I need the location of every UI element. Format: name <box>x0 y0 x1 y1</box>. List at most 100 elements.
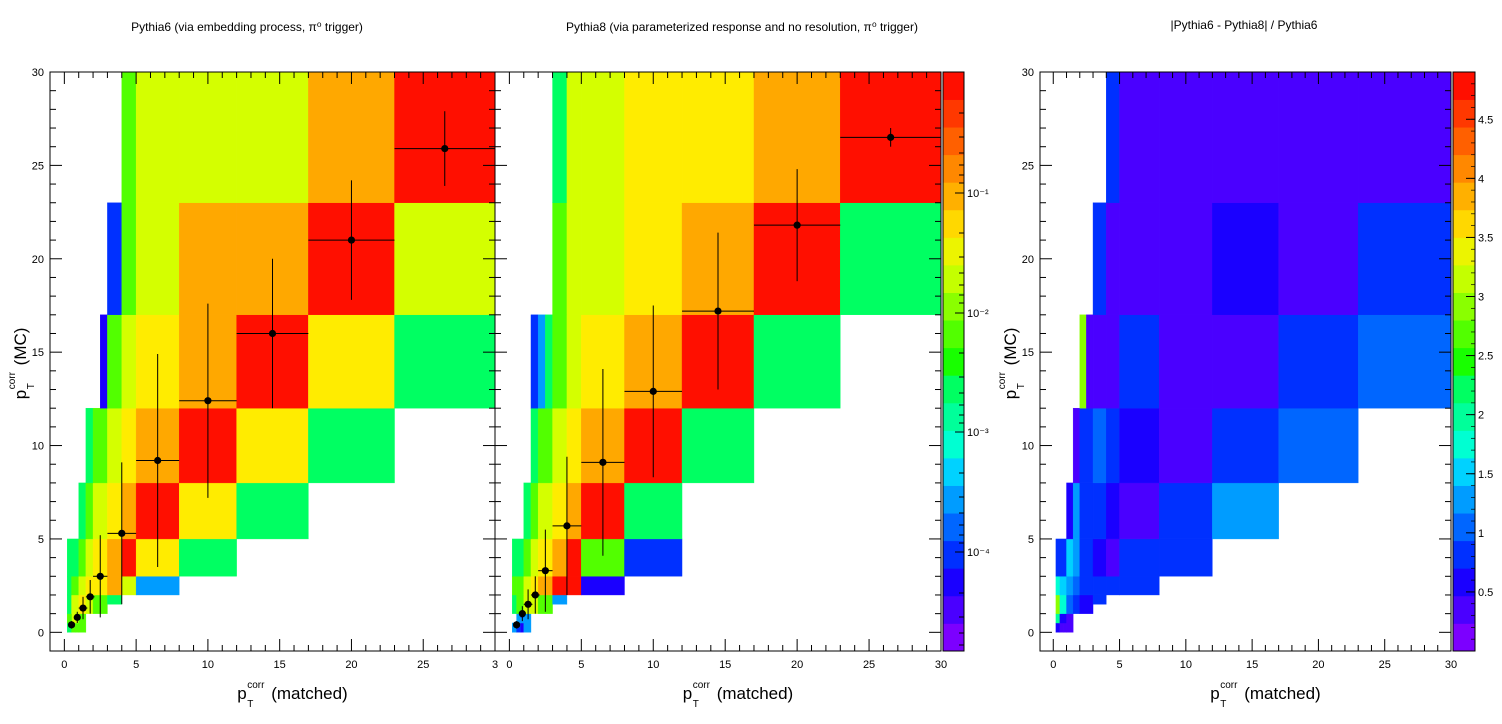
colorbar-label: 1.5 <box>1478 469 1493 481</box>
colorbar-segment <box>1453 568 1475 597</box>
heatmap-cell <box>1278 314 1359 409</box>
x-tick-label: 5 <box>133 659 139 671</box>
heatmap-cell <box>394 202 496 316</box>
colorbar-label: 2 <box>1478 410 1484 422</box>
x-axis-label-sup: corr <box>1220 680 1238 691</box>
heatmap-cell <box>1066 482 1074 540</box>
heatmap-cell <box>624 71 683 203</box>
x-tick-label: 10 <box>647 659 659 671</box>
heatmap-cell <box>394 314 496 409</box>
colorbar-label: 0.5 <box>1478 587 1493 599</box>
heatmap-cell <box>1092 482 1107 540</box>
data-point <box>308 180 395 300</box>
point-marker <box>793 221 801 229</box>
heatmap-cell <box>552 314 568 409</box>
x-tick-label: 15 <box>1246 659 1258 671</box>
heatmap-cell <box>1059 622 1065 633</box>
heatmap-cell <box>1055 576 1061 596</box>
heatmap-cell <box>1106 202 1120 316</box>
colorbar-segment <box>943 623 964 652</box>
x-axis-label-sub: T <box>693 699 699 710</box>
heatmap-cell <box>681 71 755 203</box>
heatmap-cell <box>121 576 137 596</box>
colorbar-label: 3 <box>1478 292 1484 304</box>
colorbar-label: 10⁻² <box>967 308 989 320</box>
heatmap-cell <box>67 538 79 577</box>
plot-frame <box>1039 71 1452 652</box>
heatmap-cell <box>85 538 94 577</box>
point-marker <box>518 610 526 618</box>
heatmap-cell <box>178 202 237 316</box>
colorbar-segment <box>943 485 964 514</box>
colorbar-segment <box>943 540 964 569</box>
plot-frame <box>494 71 942 652</box>
colorbar-segment <box>943 265 964 293</box>
chart-title: Pythia8 (via parameterized response and … <box>566 20 918 34</box>
data-point <box>523 589 533 620</box>
colorbar-segment <box>1453 127 1475 156</box>
colorbar-segment <box>1453 209 1475 238</box>
heatmap-cell <box>107 407 122 484</box>
heatmap-cell <box>1106 576 1120 596</box>
heatmap-cell <box>1059 613 1067 624</box>
colorbar-segment <box>1453 375 1475 404</box>
colorbar-segment <box>1453 513 1475 542</box>
y-tick-label: 15 <box>32 347 44 359</box>
data-point <box>67 621 76 629</box>
heatmap-cell <box>520 622 524 633</box>
x-axis-label-tail: (matched) <box>717 684 794 703</box>
heatmap-cell <box>566 202 582 316</box>
x-axis-label-sub: T <box>1220 699 1226 710</box>
heatmap-cell <box>1072 407 1080 484</box>
y-axis-label-sup: corr <box>7 371 18 389</box>
heatmap-cell <box>236 407 309 484</box>
heatmap-cell <box>1092 407 1107 484</box>
heatmap-cell <box>121 407 137 484</box>
heatmap-cell <box>1159 482 1213 540</box>
y-tick-label: 10 <box>1022 441 1034 453</box>
colorbar-segment <box>943 127 964 156</box>
heatmap-cell <box>581 202 625 316</box>
colorbar-segment <box>1453 485 1475 514</box>
heatmap-cell <box>121 71 137 203</box>
y-axis-label-sub: T <box>1016 383 1027 389</box>
heatmap-cell <box>530 538 539 577</box>
x-axis-label-sup: corr <box>247 680 265 691</box>
x-tick-label: 25 <box>863 659 875 671</box>
point-marker <box>268 329 277 338</box>
heatmap-cell <box>308 314 395 409</box>
heatmap-cell <box>1119 71 1160 203</box>
heatmap-cell <box>1055 538 1067 577</box>
heatmap-cell <box>566 538 582 577</box>
colorbar-segment <box>1453 347 1475 376</box>
colorbar-segment <box>943 430 964 459</box>
heatmap-cell <box>552 576 568 596</box>
heatmap-cell <box>1119 482 1160 540</box>
heatmap-cell <box>1212 482 1279 540</box>
colorbar-segment <box>1453 623 1475 652</box>
x-axis-label-tail: (matched) <box>271 684 348 703</box>
heatmap-cell <box>523 482 532 540</box>
heatmap-cell <box>1212 407 1279 484</box>
colorbar-segment <box>943 513 964 542</box>
heatmap-cell <box>530 314 539 409</box>
heatmap-cell <box>1119 202 1160 316</box>
heatmap-cell <box>236 71 309 203</box>
colorbar-label: 2.5 <box>1478 351 1493 363</box>
heatmap-cell <box>530 407 539 484</box>
colorbar-segment <box>1453 458 1475 486</box>
y-axis-label-main: p <box>1001 390 1020 399</box>
heatmap-cell <box>1066 594 1074 614</box>
x-tick-label: 25 <box>1379 659 1391 671</box>
heatmap-cell <box>753 314 841 409</box>
heatmap-cell <box>523 538 532 577</box>
colorbar-segment <box>943 237 964 266</box>
heatmap-cell <box>1212 71 1279 203</box>
y-tick-label: 0 <box>1028 627 1034 639</box>
heatmap-cell <box>178 71 237 203</box>
heatmap-cell <box>92 407 108 484</box>
point-marker <box>86 593 94 601</box>
x-axis-label-main: p <box>1210 684 1219 703</box>
point-marker <box>96 572 104 580</box>
heatmap-cell <box>67 594 72 614</box>
